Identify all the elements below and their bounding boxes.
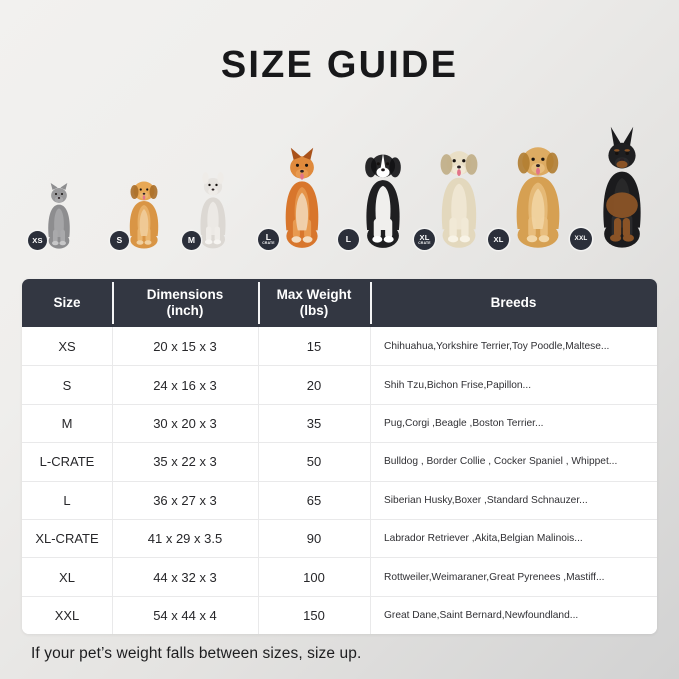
cell-max-weight: 35 xyxy=(258,404,370,443)
animal-size-item: M xyxy=(182,164,244,250)
cell-max-weight: 90 xyxy=(258,519,370,558)
animal-illustration-golden-retriever xyxy=(516,147,560,248)
table-row: S 24 x 16 x 3 20 Shih Tzu,Bichon Frise,Papi… xyxy=(22,365,657,405)
table-row: XL-CRATE 41 x 29 x 3.5 90 Labrador Retrieve… xyxy=(22,518,657,558)
cell-dimensions: 54 x 44 x 4 xyxy=(112,596,258,635)
animal-size-item: XXL xyxy=(570,122,674,250)
cell-size: M xyxy=(61,415,73,431)
cell-breeds: Labrador Retriever ,Akita,Belgian Malino… xyxy=(370,519,657,558)
cell-dimensions: 44 x 32 x 3 xyxy=(112,558,258,597)
size-chart-table: Size Dimensions (inch) Max Weight (lbs) … xyxy=(22,279,657,635)
cell-dimensions: 36 x 27 x 3 xyxy=(112,481,258,520)
cell-max-weight: 15 xyxy=(258,327,370,366)
size-badge: XXL xyxy=(570,228,592,250)
cell-breeds: Pug,Corgi ,Beagle ,Boston Terrier... xyxy=(370,404,657,443)
size-badge: XS xyxy=(28,231,47,250)
cell-dimensions: 41 x 29 x 3.5 xyxy=(112,519,258,558)
animal-size-item: XS xyxy=(28,176,90,250)
column-header-breeds-line1: Breeds xyxy=(490,295,537,311)
table-row: M 30 x 20 x 3 35 Pug,Corgi ,Beagle ,Boston … xyxy=(22,403,657,443)
footer-note: If your pet’s weight falls between sizes… xyxy=(31,645,362,662)
animal-illustration-french-bulldog xyxy=(200,172,226,249)
cell-size: XL-CRATE xyxy=(35,531,99,547)
cell-dimensions: 24 x 16 x 3 xyxy=(112,366,258,405)
size-badge-label: L xyxy=(265,232,272,243)
animal-size-item: L xyxy=(338,136,428,250)
animal-illustration-shiba-inu xyxy=(285,147,319,248)
column-header-max-weight: Max Weight (lbs) xyxy=(258,279,370,327)
animal-illustration-cat-gray xyxy=(48,182,70,249)
page-title: SIZE GUIDE xyxy=(220,44,459,86)
cell-breeds: Rottweiler,Weimaraner,Great Pyrenees ,Ma… xyxy=(370,558,657,597)
table-row: L 36 x 27 x 3 65 Siberian Husky,Boxer ,Stan… xyxy=(22,480,657,520)
animal-size-item: XL CRATE xyxy=(414,132,504,250)
cell-max-weight: 100 xyxy=(258,558,370,597)
column-header-size-line1: Size xyxy=(53,295,81,311)
size-badge: L CRATE xyxy=(258,229,279,250)
cell-breeds: Bulldog , Border Collie , Cocker Spaniel… xyxy=(370,443,657,481)
size-badge: XL CRATE xyxy=(414,229,435,250)
animal-size-item: XL xyxy=(488,130,588,250)
cell-size: XL xyxy=(59,569,75,585)
table-row: L-CRATE 35 x 22 x 3 50 Bulldog , Border Col… xyxy=(22,442,657,481)
cell-breeds: Great Dane,Saint Bernard,Newfoundland... xyxy=(370,596,657,635)
cell-breeds: Chihuahua,Yorkshire Terrier,Toy Poodle,M… xyxy=(370,327,657,366)
cell-dimensions: 20 x 15 x 3 xyxy=(112,327,258,366)
cell-size: L-CRATE xyxy=(39,454,95,470)
cell-dimensions: 35 x 22 x 3 xyxy=(112,443,258,481)
column-header-dimensions-line2: (inch) xyxy=(166,303,204,318)
cell-size: XS xyxy=(58,338,76,354)
column-header-max-weight-line2: (lbs) xyxy=(299,303,329,318)
cell-size: XXL xyxy=(54,607,80,623)
animal-illustration-doberman xyxy=(603,126,641,248)
size-badge-label: XXL xyxy=(574,234,588,242)
cell-max-weight: 20 xyxy=(258,366,370,405)
size-badge-label: XS xyxy=(32,235,43,245)
size-badge-sublabel: CRATE xyxy=(262,241,275,246)
column-header-max-weight-line1: Max Weight xyxy=(276,287,352,303)
cell-size: S xyxy=(62,377,72,393)
column-header-size: Size xyxy=(22,279,112,327)
table-row: XS 20 x 15 x 3 15 Chihuahua,Yorkshire Terri… xyxy=(22,327,657,366)
cell-max-weight: 150 xyxy=(258,596,370,635)
cell-max-weight: 65 xyxy=(258,481,370,520)
animal-illustration-labrador-retriever xyxy=(440,151,478,248)
cell-breeds: Siberian Husky,Boxer ,Standard Schnauzer… xyxy=(370,481,657,520)
page-title-container: SIZE GUIDE xyxy=(0,44,679,87)
column-header-breeds: Breeds xyxy=(370,279,657,327)
size-badge-label: XL xyxy=(493,234,504,244)
cell-max-weight: 50 xyxy=(258,443,370,481)
column-header-dimensions: Dimensions (inch) xyxy=(112,279,258,327)
animal-size-lineup: XS S M L CRATE L XL CRATE XL XXL xyxy=(0,122,679,250)
size-badge: M xyxy=(182,231,201,250)
animal-size-item: S xyxy=(110,170,178,250)
size-badge-label: XL xyxy=(419,232,430,242)
cell-breeds: Shih Tzu,Bichon Frise,Papillon... xyxy=(370,366,657,405)
table-body: XS 20 x 15 x 3 15 Chihuahua,Yorkshire Terri… xyxy=(22,327,657,635)
size-badge-label: L xyxy=(345,234,352,245)
size-badge-label: S xyxy=(116,235,123,246)
size-badge: S xyxy=(110,231,129,250)
size-badge-sublabel: CRATE xyxy=(418,240,431,245)
size-badge: XL xyxy=(488,229,509,250)
size-badge: L xyxy=(338,229,359,250)
cell-size: L xyxy=(63,492,71,508)
table-row: XXL 54 x 44 x 4 150 Great Dane,Saint Bernar… xyxy=(22,595,657,635)
table-header-row: Size Dimensions (inch) Max Weight (lbs) … xyxy=(22,279,657,327)
size-badge-label: M xyxy=(187,235,196,246)
animal-size-item: L CRATE xyxy=(258,138,346,250)
table-row: XL 44 x 32 x 3 100 Rottweiler,Weimaraner,Gr… xyxy=(22,557,657,597)
cell-dimensions: 30 x 20 x 3 xyxy=(112,404,258,443)
animal-illustration-border-collie xyxy=(365,153,401,248)
column-header-dimensions-line1: Dimensions xyxy=(146,287,224,303)
animal-illustration-pomeranian xyxy=(129,181,159,249)
